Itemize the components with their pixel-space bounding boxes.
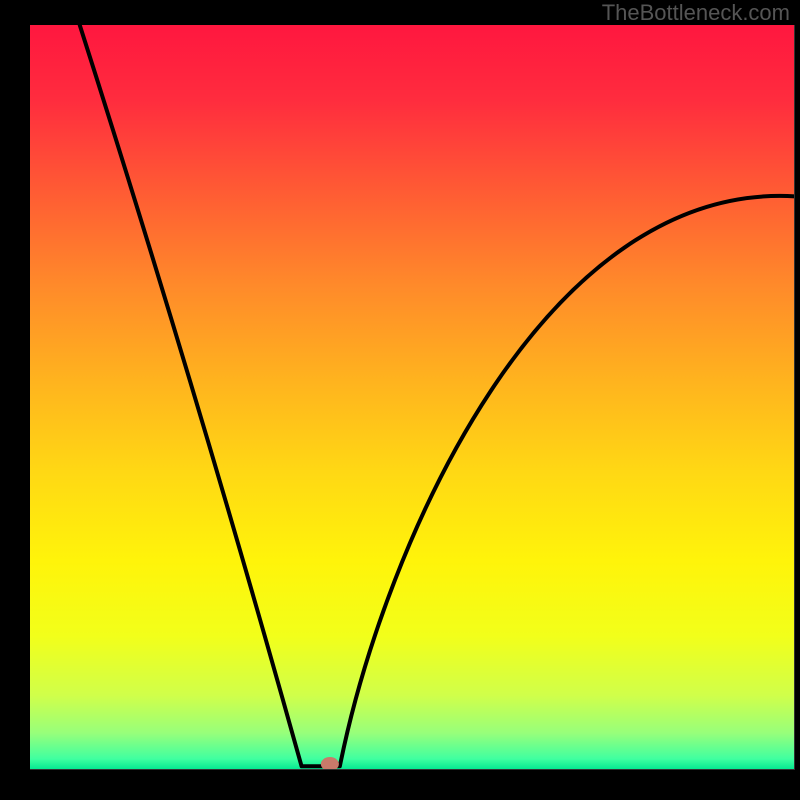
plot-area	[30, 25, 795, 770]
plot-border-right	[794, 25, 795, 770]
plot-border-bottom	[30, 769, 795, 770]
bottleneck-curve	[30, 25, 795, 770]
attribution-text: TheBottleneck.com	[602, 0, 790, 26]
curve-path	[80, 25, 795, 766]
